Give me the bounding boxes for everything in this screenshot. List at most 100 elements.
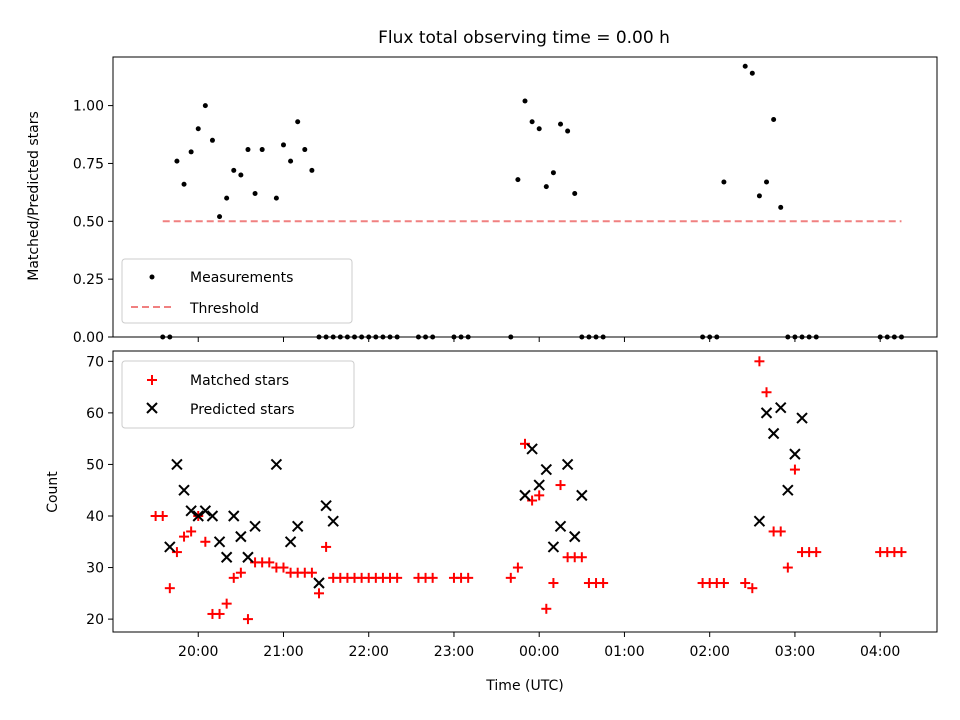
bottom-x-tick-label: 01:00	[604, 644, 644, 660]
measurement-point	[572, 191, 578, 197]
predicted-star-point	[775, 402, 787, 414]
predicted-star-point	[199, 505, 212, 517]
predicted-star-point	[554, 520, 567, 533]
measurement-point	[558, 121, 564, 127]
predicted-star-point	[235, 530, 247, 543]
matched-star-point	[463, 572, 474, 583]
matched-star-point	[747, 583, 758, 594]
matched-star-point	[214, 608, 225, 619]
matched-star-point	[555, 480, 566, 491]
predicted-star-point	[270, 458, 283, 471]
matched-star-point	[200, 536, 211, 547]
predicted-star-point	[569, 530, 581, 543]
measurement-point	[778, 204, 784, 210]
predicted-star-point	[178, 484, 190, 496]
matched-star-point	[314, 588, 324, 599]
matched-star-point	[598, 578, 609, 589]
measurement-point	[756, 193, 762, 199]
predicted-star-point	[760, 407, 773, 419]
matched-star-point	[576, 552, 587, 563]
measurement-point	[245, 147, 251, 153]
predicted-star-point	[547, 541, 560, 553]
measurement-point	[771, 116, 777, 122]
predicted-star-point	[320, 499, 332, 512]
legend-matched-label: Matched stars	[190, 373, 289, 389]
measurement-point	[742, 63, 748, 69]
matched-star-point	[527, 495, 538, 506]
measurement-point	[536, 126, 542, 132]
bottom-y-tick-label: 30	[86, 561, 104, 577]
top-legend: Measurements Threshold	[121, 258, 353, 324]
legend-predicted-marker	[146, 402, 158, 414]
predicted-star-point	[185, 505, 197, 517]
matched-star-point	[718, 578, 729, 589]
matched-star-point	[278, 562, 289, 573]
measurement-point	[543, 184, 549, 190]
measurement-point	[550, 170, 556, 176]
predicted-star-point	[327, 515, 339, 527]
top-y-axis-label: Matched/Predicted stars	[26, 111, 42, 281]
top-y-tick-label: 1.00	[73, 99, 104, 115]
bottom-y-tick-label: 40	[86, 509, 104, 525]
predicted-star-point	[228, 510, 240, 522]
predicted-star-point	[291, 520, 304, 533]
matched-star-point	[179, 531, 190, 542]
matched-star-point	[896, 547, 907, 558]
predicted-star-point	[561, 458, 574, 471]
legend-measurements-label: Measurements	[190, 270, 293, 286]
legend-predicted-label: Predicted stars	[190, 402, 295, 418]
matched-star-point	[541, 603, 552, 614]
bottom-x-ticks: 20:00 21:00 22:00 23:00 00:00 01:00 02:00 03:00…	[178, 632, 900, 660]
bottom-x-tick-label: 23:00	[434, 644, 474, 660]
top-y-tick-label: 0.50	[73, 214, 104, 230]
predicted-star-point	[519, 489, 531, 502]
bottom-x-tick-label: 04:00	[860, 644, 900, 660]
bottom-y-axis-label: Count	[45, 471, 61, 513]
predicted-star-point	[526, 443, 538, 455]
bottom-x-tick-label: 02:00	[690, 644, 730, 660]
bottom-legend-box	[121, 360, 355, 429]
matched-star-point	[427, 572, 438, 583]
measurement-point	[259, 147, 265, 153]
predicted-star-point	[782, 484, 794, 496]
measurement-point	[295, 119, 301, 125]
top-plot-frame	[112, 56, 938, 338]
legend-measurements-marker	[149, 274, 155, 280]
predicted-star-point	[171, 458, 183, 471]
matched-star-point	[164, 583, 175, 594]
measurement-point	[288, 158, 294, 164]
predicted-star-point	[220, 551, 233, 563]
matched-star-point	[171, 547, 182, 558]
matched-star-point	[321, 541, 332, 552]
measurement-point	[749, 70, 755, 76]
predicted-star-point	[533, 479, 545, 491]
predicted-star-point	[767, 427, 780, 440]
measurement-point	[174, 158, 180, 164]
measurement-point	[522, 98, 528, 104]
legend-threshold-label: Threshold	[189, 301, 259, 317]
predicted-star-point	[242, 551, 254, 563]
measurement-point	[181, 181, 187, 187]
matched-star-point	[512, 562, 523, 573]
matched-star-point	[221, 598, 232, 609]
matched-star-point	[235, 567, 246, 578]
matched-star-point	[782, 562, 793, 573]
measurement-point	[224, 195, 230, 201]
top-y-tick-label: 0.00	[73, 330, 104, 346]
top-x-ticks	[197, 337, 881, 342]
predicted-star-point	[213, 536, 226, 548]
chart-title: Flux total observing time = 0.00 h	[378, 28, 670, 48]
matched-star-point	[242, 614, 253, 625]
matched-star-point	[520, 438, 530, 449]
measurement-point	[252, 191, 258, 197]
predicted-star-point	[789, 448, 801, 460]
measurement-point	[302, 147, 308, 153]
matched-star-point	[548, 578, 559, 589]
measurement-point	[721, 179, 727, 185]
measurement-point	[202, 103, 208, 109]
bottom-legend: Matched stars Predicted stars	[121, 360, 355, 429]
matched-star-point	[392, 572, 403, 583]
matched-star-point	[186, 526, 197, 537]
measurement-point	[515, 177, 521, 183]
